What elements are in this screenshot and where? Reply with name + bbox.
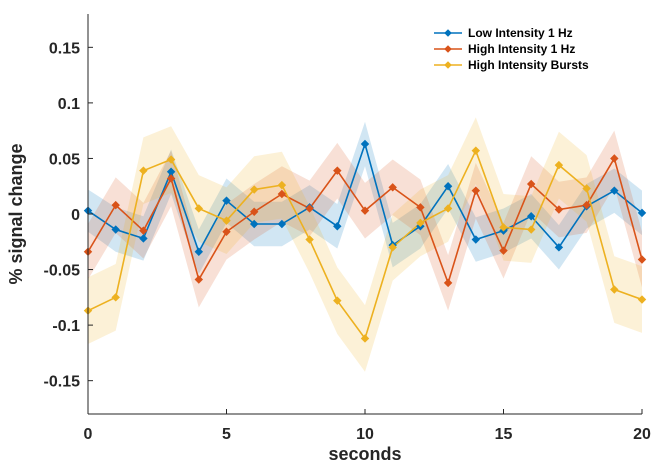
marker-low-intensity-1-hz [471, 235, 481, 244]
marker-high-intensity-1-hz [388, 183, 397, 192]
marker-high-intensity-1-hz [222, 227, 231, 237]
marker-high-intensity-bursts [166, 155, 176, 164]
tick-labels: -0.15 -0.1 -0.05 0 0.05 0.1 0.15 0 5 10 15 20 [44, 40, 651, 443]
marker-high-intensity-bursts [139, 166, 148, 175]
marker-high-intensity-bursts [610, 285, 619, 294]
marker-low-intensity-1-hz [194, 247, 204, 257]
x-axis-label: seconds [328, 444, 401, 464]
marker-high-intensity-bursts [443, 204, 453, 213]
confidence-bands [88, 117, 642, 372]
marker-low-intensity-1-hz [554, 243, 564, 252]
marker-high-intensity-bursts [249, 185, 259, 194]
marker-high-intensity-1-hz [360, 206, 370, 215]
marker-low-intensity-1-hz [277, 219, 287, 229]
legend-label-high-intensity-bursts: High Intensity Bursts [468, 58, 589, 72]
marker-low-intensity-1-hz [333, 221, 342, 231]
marker-low-intensity-1-hz [139, 234, 148, 243]
marker-high-intensity-1-hz [249, 207, 259, 217]
marker-high-intensity-1-hz [333, 166, 342, 175]
marker-high-intensity-1-hz [305, 204, 314, 213]
marker-high-intensity-1-hz [416, 203, 425, 212]
band-low-intensity-1-hz [88, 121, 642, 275]
legend-marker-high-intensity-bursts [444, 61, 452, 69]
legend: Low Intensity 1 Hz High Intensity 1 Hz Hig… [428, 22, 632, 76]
marker-high-intensity-bursts [637, 295, 647, 304]
marker-high-intensity-bursts [333, 296, 342, 305]
x-tick-label: 10 [356, 426, 374, 443]
marker-low-intensity-1-hz [222, 196, 231, 205]
y-tick-label: 0.05 [49, 151, 80, 168]
marker-low-intensity-1-hz [610, 186, 619, 195]
marker-high-intensity-1-hz [637, 255, 647, 264]
marker-high-intensity-1-hz [166, 174, 176, 183]
marker-high-intensity-bursts [471, 146, 481, 155]
marker-low-intensity-1-hz [360, 139, 370, 149]
x-tick-label: 15 [495, 426, 513, 443]
band-high-intensity-bursts [88, 117, 642, 372]
marker-high-intensity-1-hz [471, 186, 481, 195]
marker-high-intensity-bursts [194, 204, 204, 213]
marker-low-intensity-1-hz [443, 181, 453, 191]
marker-high-intensity-bursts [554, 160, 564, 170]
band-high-intensity-1-hz [88, 130, 642, 311]
marker-low-intensity-1-hz [637, 208, 647, 218]
y-axis-label: % signal change [6, 143, 26, 284]
marker-high-intensity-bursts [499, 223, 508, 232]
marker-high-intensity-1-hz [139, 226, 148, 235]
marker-low-intensity-1-hz [249, 219, 259, 229]
legend-marker-high-intensity-1-hz [444, 45, 452, 53]
marker-high-intensity-1-hz [277, 189, 287, 199]
y-tick-label: 0.15 [49, 40, 80, 57]
marker-low-intensity-1-hz [111, 225, 120, 234]
marker-high-intensity-bursts [526, 225, 536, 234]
marker-high-intensity-1-hz [194, 275, 204, 284]
marker-high-intensity-1-hz [443, 278, 453, 288]
y-tick-label: -0.1 [52, 318, 80, 335]
legend-label-low-intensity-1-hz: Low Intensity 1 Hz [468, 26, 573, 40]
marker-high-intensity-1-hz [526, 179, 536, 189]
marker-high-intensity-bursts [416, 218, 425, 228]
y-tick-label: -0.15 [44, 374, 81, 391]
marker-high-intensity-bursts [305, 235, 314, 244]
marker-high-intensity-bursts [360, 334, 370, 343]
y-tick-label: 0.1 [58, 96, 80, 113]
marker-high-intensity-1-hz [610, 154, 619, 163]
x-tick-label: 20 [633, 426, 651, 443]
legend-marker-low-intensity-1-hz [444, 29, 452, 37]
axes [87, 14, 643, 415]
x-tick-label: 5 [222, 426, 231, 443]
marker-high-intensity-1-hz [499, 246, 508, 255]
x-tick-label: 0 [84, 426, 93, 443]
series-markers [83, 139, 647, 343]
marker-high-intensity-1-hz [582, 200, 591, 210]
marker-low-intensity-1-hz [526, 211, 536, 221]
legend-label-high-intensity-1-hz: High Intensity 1 Hz [468, 42, 575, 56]
marker-high-intensity-bursts [582, 184, 591, 193]
marker-high-intensity-1-hz [111, 200, 120, 210]
marker-high-intensity-1-hz [554, 205, 564, 214]
y-tick-label: -0.05 [44, 263, 81, 280]
marker-high-intensity-bursts [111, 293, 120, 302]
marker-high-intensity-bursts [388, 243, 397, 252]
marker-high-intensity-bursts [277, 180, 287, 190]
y-tick-label: 0 [71, 207, 80, 224]
marker-high-intensity-bursts [222, 216, 231, 225]
